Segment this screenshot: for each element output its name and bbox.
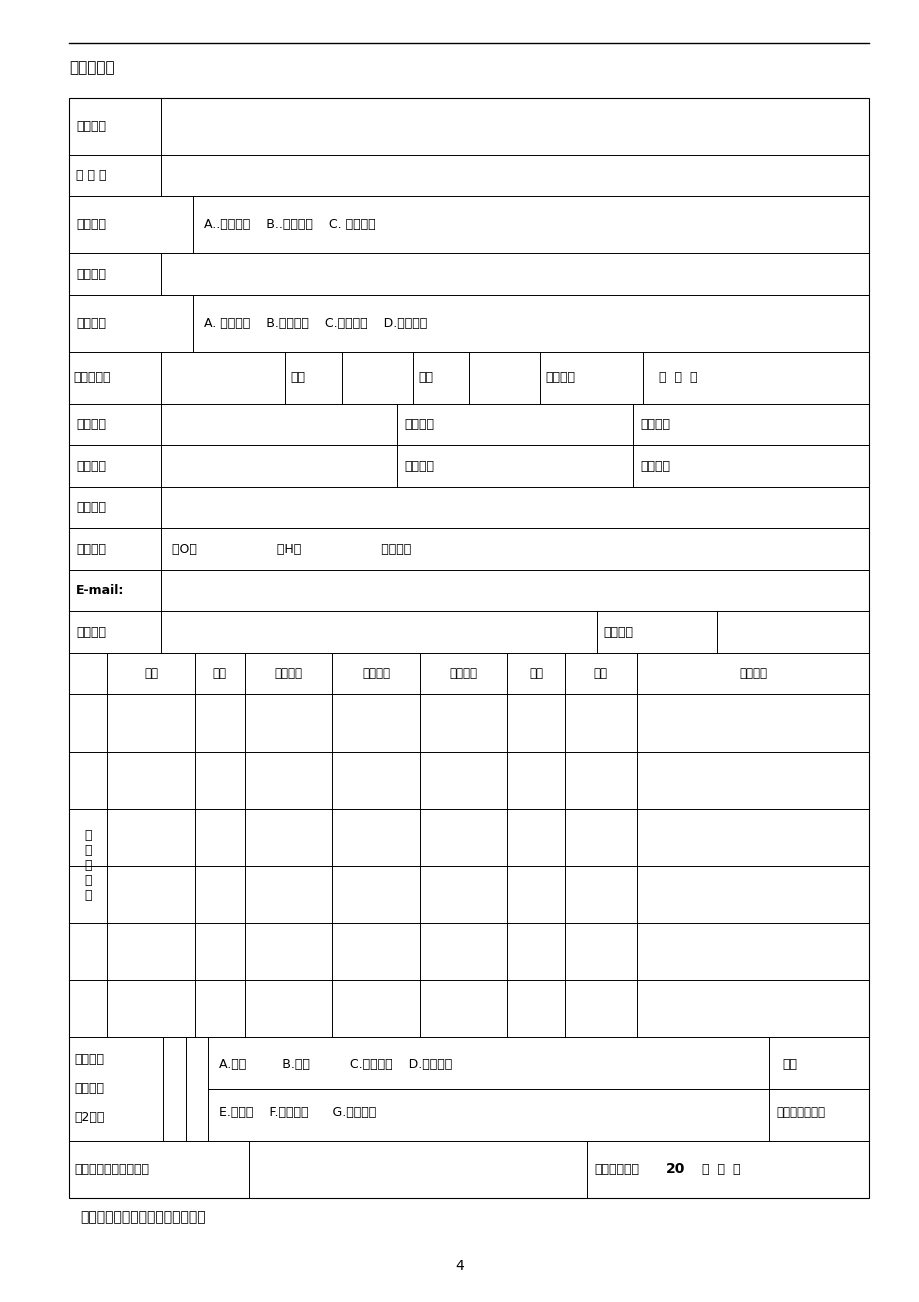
- Text: 行政职务: 行政职务: [76, 418, 107, 431]
- Text: 最后学历: 最后学历: [76, 460, 107, 473]
- Text: E.工具书    F.电脑软件      G.音像制品: E.工具书 F.电脑软件 G.音像制品: [219, 1107, 376, 1120]
- Text: 担任导师: 担任导师: [640, 460, 670, 473]
- Text: A..重点项目    B..一般项目    C. 青年项目: A..重点项目 B..一般项目 C. 青年项目: [204, 219, 375, 232]
- Text: 专业职务: 专业职务: [361, 667, 390, 680]
- Text: A. 基础研究    B.应用研究    C.综合研究    D.其他研究: A. 基础研究 B.应用研究 C.综合研究 D.其他研究: [204, 316, 427, 329]
- Text: （单位：千字）: （单位：千字）: [775, 1107, 824, 1120]
- Text: 联系电话: 联系电话: [76, 543, 107, 556]
- Bar: [69, 98, 868, 1198]
- Text: 专业职务: 专业职务: [404, 418, 434, 431]
- Text: 负责人姓名: 负责人姓名: [74, 371, 111, 384]
- Text: 主 题 词: 主 题 词: [76, 169, 107, 182]
- Text: 研究类型: 研究类型: [76, 316, 107, 329]
- Text: 年  月  日: 年 月 日: [693, 1163, 740, 1176]
- Text: 填2项）: 填2项）: [74, 1112, 105, 1125]
- Text: 邮政编码: 邮政编码: [603, 626, 632, 639]
- Text: E-mail:: E-mail:: [76, 585, 125, 598]
- Text: 学位: 学位: [593, 667, 607, 680]
- Text: 通讯地址: 通讯地址: [76, 626, 107, 639]
- Text: （最多限: （最多限: [74, 1082, 105, 1095]
- Text: 一、数据表: 一、数据表: [69, 60, 115, 76]
- Text: 预期成果: 预期成果: [74, 1053, 105, 1066]
- Text: 预计完成时间: 预计完成时间: [594, 1163, 639, 1176]
- Text: 注：主要参加者栏目可加行或加页: 注：主要参加者栏目可加行或加页: [80, 1211, 206, 1224]
- Text: A.专著         B.译著          C.系列论文    D.研究报告: A.专著 B.译著 C.系列论文 D.研究报告: [219, 1059, 452, 1072]
- Text: 出生日期: 出生日期: [545, 371, 575, 384]
- Text: 研究专长: 研究专长: [449, 667, 477, 680]
- Text: （O）                    （H）                    （手机）: （O） （H） （手机）: [172, 543, 411, 556]
- Text: 字数: 字数: [781, 1059, 797, 1072]
- Text: 民族: 民族: [417, 371, 433, 384]
- Text: 学科分类: 学科分类: [76, 268, 107, 281]
- Text: 工作单位: 工作单位: [738, 667, 766, 680]
- Text: 研究专长: 研究专长: [640, 418, 670, 431]
- Text: 工作单位: 工作单位: [76, 501, 107, 514]
- Text: 申请经费（单位：元）: 申请经费（单位：元）: [74, 1163, 150, 1176]
- Text: 20: 20: [665, 1163, 685, 1176]
- Text: 4: 4: [455, 1259, 464, 1272]
- Text: 项目名称: 项目名称: [76, 120, 107, 133]
- Text: 性别: 性别: [290, 371, 305, 384]
- Text: 性别: 性别: [212, 667, 227, 680]
- Text: 最后学位: 最后学位: [404, 460, 434, 473]
- Text: 项目类别: 项目类别: [76, 219, 107, 232]
- Text: 出生年月: 出生年月: [274, 667, 302, 680]
- Text: 学历: 学历: [528, 667, 542, 680]
- Text: 主
要
参
加
者: 主 要 参 加 者: [85, 829, 92, 902]
- Text: 年  月  日: 年 月 日: [659, 371, 697, 384]
- Text: 姓名: 姓名: [144, 667, 158, 680]
